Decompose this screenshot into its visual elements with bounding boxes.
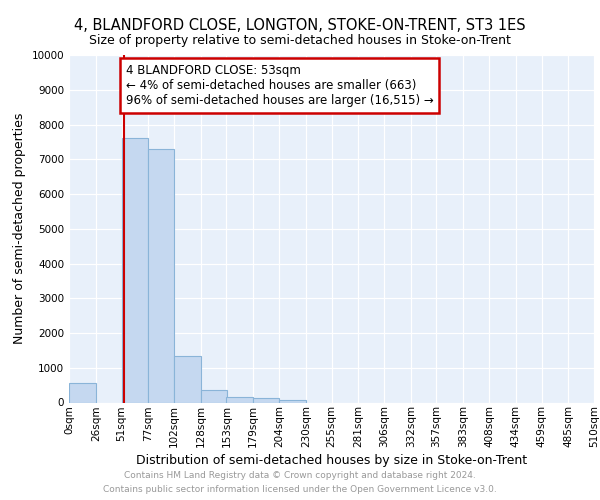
- Bar: [69, 382, 96, 402]
- Bar: [279, 400, 306, 402]
- Text: 4, BLANDFORD CLOSE, LONGTON, STOKE-ON-TRENT, ST3 1ES: 4, BLANDFORD CLOSE, LONGTON, STOKE-ON-TR…: [74, 18, 526, 32]
- Bar: [253, 398, 279, 402]
- Bar: [227, 396, 253, 402]
- Bar: [201, 390, 227, 402]
- Text: Contains HM Land Registry data © Crown copyright and database right 2024.
Contai: Contains HM Land Registry data © Crown c…: [103, 472, 497, 494]
- X-axis label: Distribution of semi-detached houses by size in Stoke-on-Trent: Distribution of semi-detached houses by …: [136, 454, 527, 468]
- Bar: [148, 149, 174, 403]
- Bar: [121, 138, 148, 402]
- Y-axis label: Number of semi-detached properties: Number of semi-detached properties: [13, 113, 26, 344]
- Text: Size of property relative to semi-detached houses in Stoke-on-Trent: Size of property relative to semi-detach…: [89, 34, 511, 47]
- Text: 4 BLANDFORD CLOSE: 53sqm
← 4% of semi-detached houses are smaller (663)
96% of s: 4 BLANDFORD CLOSE: 53sqm ← 4% of semi-de…: [125, 64, 433, 106]
- Bar: [174, 356, 201, 403]
